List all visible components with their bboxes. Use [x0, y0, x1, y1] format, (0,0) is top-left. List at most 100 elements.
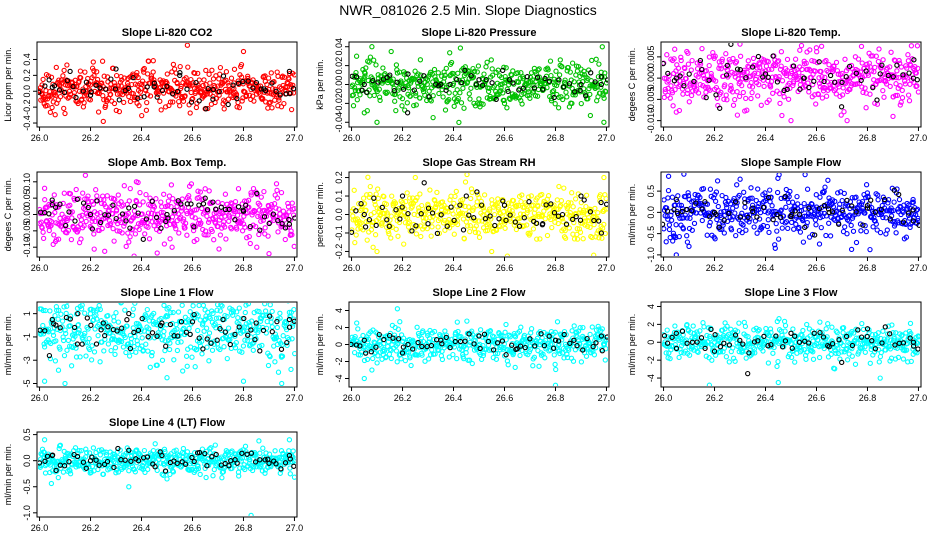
data-point	[62, 327, 68, 333]
data-point	[211, 341, 217, 347]
data-point	[527, 346, 534, 352]
data-point	[571, 79, 577, 85]
data-point	[896, 57, 902, 64]
data-point	[859, 198, 866, 205]
data-point	[663, 350, 669, 356]
data-point	[718, 66, 724, 72]
data-point	[880, 57, 886, 63]
data-point	[461, 355, 467, 362]
y-tick-label: 0.02	[334, 57, 344, 75]
data-point	[531, 82, 537, 89]
data-point	[741, 69, 747, 75]
data-point	[778, 207, 784, 213]
y-tick-label: -0.5	[646, 226, 656, 242]
outlier-point	[591, 252, 597, 256]
data-point	[758, 102, 764, 108]
data-point	[770, 90, 776, 96]
data-point	[276, 206, 282, 212]
data-point	[782, 220, 788, 226]
x-tick-label: 26.4	[133, 133, 151, 143]
data-point	[79, 212, 85, 218]
panel-title: Slope Li-820 Temp.	[741, 27, 840, 39]
data-point	[375, 186, 381, 192]
data-point	[373, 62, 379, 68]
highlight-point	[411, 87, 417, 93]
data-point	[566, 225, 572, 231]
data-point	[848, 222, 854, 229]
data-point	[475, 332, 481, 338]
highlight-point	[373, 344, 379, 350]
highlight-point	[275, 217, 281, 224]
data-point	[162, 347, 168, 354]
data-point	[199, 205, 205, 212]
x-tick-label: 26.0	[655, 133, 673, 143]
data-point	[489, 197, 495, 203]
data-point	[473, 223, 479, 229]
highlight-point	[61, 89, 68, 96]
data-point	[362, 70, 368, 76]
data-point	[754, 230, 760, 236]
highlight-point	[63, 222, 69, 229]
data-point	[371, 209, 377, 216]
x-tick-label: 26.2	[706, 263, 724, 273]
data-point	[853, 194, 859, 200]
highlight-point	[802, 224, 808, 231]
data-point	[890, 207, 897, 214]
data-point	[875, 192, 881, 198]
point-cloud	[38, 292, 296, 386]
data-point	[55, 367, 62, 373]
highlight-point	[266, 220, 272, 227]
data-point	[500, 333, 506, 339]
data-point	[357, 92, 363, 98]
data-point	[669, 90, 676, 96]
data-point	[69, 215, 75, 221]
data-point	[583, 203, 589, 210]
data-point	[556, 72, 563, 78]
data-point	[414, 324, 420, 330]
highlight-point	[749, 64, 756, 70]
highlight-point	[604, 77, 608, 83]
data-point	[780, 213, 787, 219]
panel-title: Slope Li-820 CO2	[122, 27, 212, 39]
data-point	[823, 232, 829, 239]
data-point	[235, 186, 242, 192]
data-point	[570, 358, 577, 364]
data-point	[204, 91, 210, 97]
data-point	[402, 357, 409, 364]
data-point	[205, 219, 212, 225]
data-point	[567, 69, 573, 75]
highlight-point	[167, 321, 174, 328]
data-point	[267, 353, 273, 360]
data-point	[289, 323, 296, 330]
highlight-point	[860, 222, 866, 228]
highlight-point	[801, 75, 807, 81]
data-point	[436, 230, 443, 237]
data-point	[670, 238, 676, 244]
data-point	[41, 344, 48, 350]
data-point	[119, 230, 125, 236]
data-point	[99, 225, 105, 232]
highlight-point	[750, 208, 756, 215]
highlight-point	[405, 210, 411, 217]
data-point	[187, 110, 193, 116]
highlight-point	[492, 222, 498, 229]
point-cloud	[662, 43, 920, 124]
data-point	[724, 323, 730, 329]
data-point	[233, 292, 237, 296]
data-point	[372, 232, 379, 238]
data-point	[105, 312, 111, 319]
data-point	[665, 187, 672, 194]
data-point	[686, 352, 693, 358]
data-point	[286, 70, 293, 77]
data-point	[447, 50, 453, 56]
x-tick-label: 26.6	[808, 263, 826, 273]
data-point	[716, 65, 722, 71]
data-point	[855, 56, 862, 62]
data-point	[840, 85, 846, 91]
data-point	[781, 94, 787, 100]
data-point	[195, 327, 201, 334]
data-point	[817, 194, 823, 200]
highlight-point	[130, 74, 136, 81]
